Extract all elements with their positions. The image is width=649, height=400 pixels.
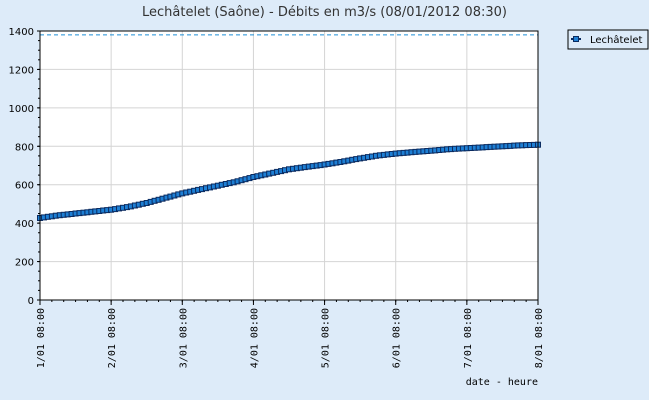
plot-area [40, 31, 538, 300]
y-tick-label: 0 [28, 296, 34, 307]
y-tick-label: 600 [15, 181, 34, 192]
x-axis: 1/01 08:00 2/01 08:00 3/01 08:00 4/01 08:00… [36, 300, 545, 368]
x-tick-label: 8/01 08:00 [534, 308, 545, 368]
grid [40, 30, 538, 301]
x-axis-label: date - heure [466, 377, 538, 388]
x-tick-label: 3/01 08:00 [178, 308, 189, 368]
legend-box [567, 29, 649, 50]
x-tick-label: 5/01 08:00 [321, 308, 332, 368]
y-tick-label: 1000 [9, 104, 34, 115]
legend-swatch-marker [573, 36, 579, 42]
legend: Lechâtelet [567, 29, 649, 50]
y-tick-label: 1400 [9, 27, 34, 38]
x-tick-label: 6/01 08:00 [392, 308, 403, 368]
x-tick-label: 2/01 08:00 [107, 308, 118, 368]
chart-title: Lechâtelet (Saône) - Débits en m3/s (08/… [142, 5, 507, 20]
y-tick-label: 800 [15, 142, 34, 153]
legend-label: Lechâtelet [590, 34, 643, 46]
y-tick-label: 1200 [9, 65, 34, 76]
y-tick-label: 400 [15, 219, 34, 230]
x-tick-label: 1/01 08:00 [36, 308, 47, 368]
x-tick-label: 7/01 08:00 [463, 308, 474, 368]
plot-frame [39, 30, 539, 301]
series-group [37, 141, 541, 221]
y-tick-label: 200 [15, 258, 34, 269]
x-tick-label: 4/01 08:00 [249, 308, 260, 368]
y-axis: 0 200 400 600 800 1000 1200 1400 [9, 27, 40, 307]
